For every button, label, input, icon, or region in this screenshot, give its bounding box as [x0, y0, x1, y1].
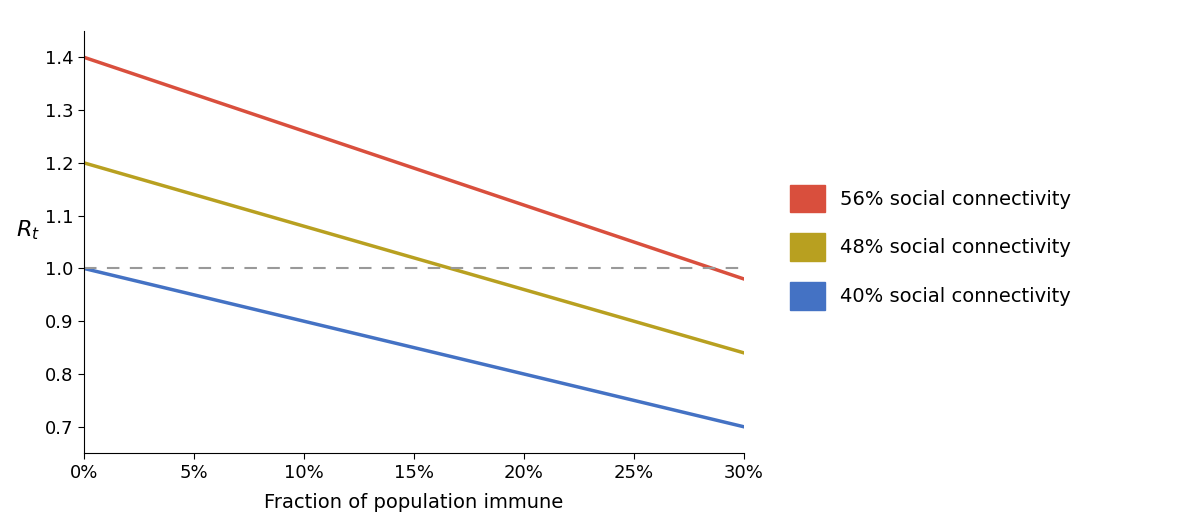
40% social connectivity [737, 424, 751, 430]
56% social connectivity [737, 276, 751, 282]
56% social connectivity [395, 161, 409, 167]
48% social connectivity [469, 273, 484, 279]
Line: 40% social connectivity: 40% social connectivity [84, 268, 744, 427]
40% social connectivity [618, 395, 632, 401]
56% social connectivity [618, 236, 632, 242]
56% social connectivity [721, 270, 736, 277]
X-axis label: Fraction of population immune: Fraction of population immune [264, 493, 564, 512]
48% social connectivity [618, 316, 632, 322]
56% social connectivity [469, 186, 484, 192]
56% social connectivity [77, 54, 91, 60]
40% social connectivity [434, 351, 449, 357]
Line: 56% social connectivity: 56% social connectivity [84, 57, 744, 279]
Legend: 56% social connectivity, 48% social connectivity, 40% social connectivity: 56% social connectivity, 48% social conn… [790, 184, 1072, 310]
56% social connectivity [434, 174, 449, 180]
56% social connectivity [390, 160, 404, 166]
40% social connectivity [77, 265, 91, 271]
48% social connectivity [77, 160, 91, 166]
48% social connectivity [737, 350, 751, 356]
48% social connectivity [395, 251, 409, 258]
48% social connectivity [390, 250, 404, 256]
40% social connectivity [469, 359, 484, 366]
40% social connectivity [395, 341, 409, 348]
Line: 48% social connectivity: 48% social connectivity [84, 163, 744, 353]
40% social connectivity [721, 420, 736, 426]
48% social connectivity [434, 263, 449, 269]
Y-axis label: $R_t$: $R_t$ [17, 218, 41, 242]
40% social connectivity [390, 340, 404, 347]
48% social connectivity [721, 345, 736, 351]
